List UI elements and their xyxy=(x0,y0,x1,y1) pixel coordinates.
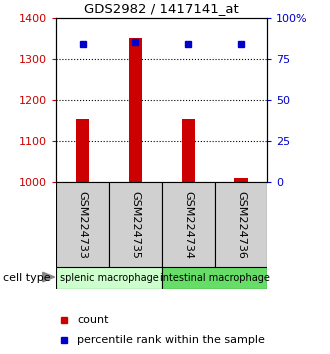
Bar xyxy=(129,38,142,182)
Bar xyxy=(234,178,248,182)
Text: percentile rank within the sample: percentile rank within the sample xyxy=(77,335,265,345)
Text: GSM224736: GSM224736 xyxy=(236,191,246,259)
Title: GDS2982 / 1417141_at: GDS2982 / 1417141_at xyxy=(84,2,239,15)
Bar xyxy=(214,182,267,267)
Bar xyxy=(76,119,89,182)
Text: splenic macrophage: splenic macrophage xyxy=(59,273,158,283)
Text: GSM224733: GSM224733 xyxy=(78,191,87,259)
Bar xyxy=(56,267,162,289)
Text: cell type: cell type xyxy=(3,273,51,283)
Polygon shape xyxy=(43,272,54,282)
Text: GSM224734: GSM224734 xyxy=(183,191,193,259)
Text: count: count xyxy=(77,315,109,325)
Bar xyxy=(182,119,195,182)
Bar xyxy=(109,182,162,267)
Bar xyxy=(162,267,267,289)
Bar xyxy=(162,182,214,267)
Text: GSM224735: GSM224735 xyxy=(130,191,140,259)
Text: intestinal macrophage: intestinal macrophage xyxy=(160,273,269,283)
Bar xyxy=(56,182,109,267)
